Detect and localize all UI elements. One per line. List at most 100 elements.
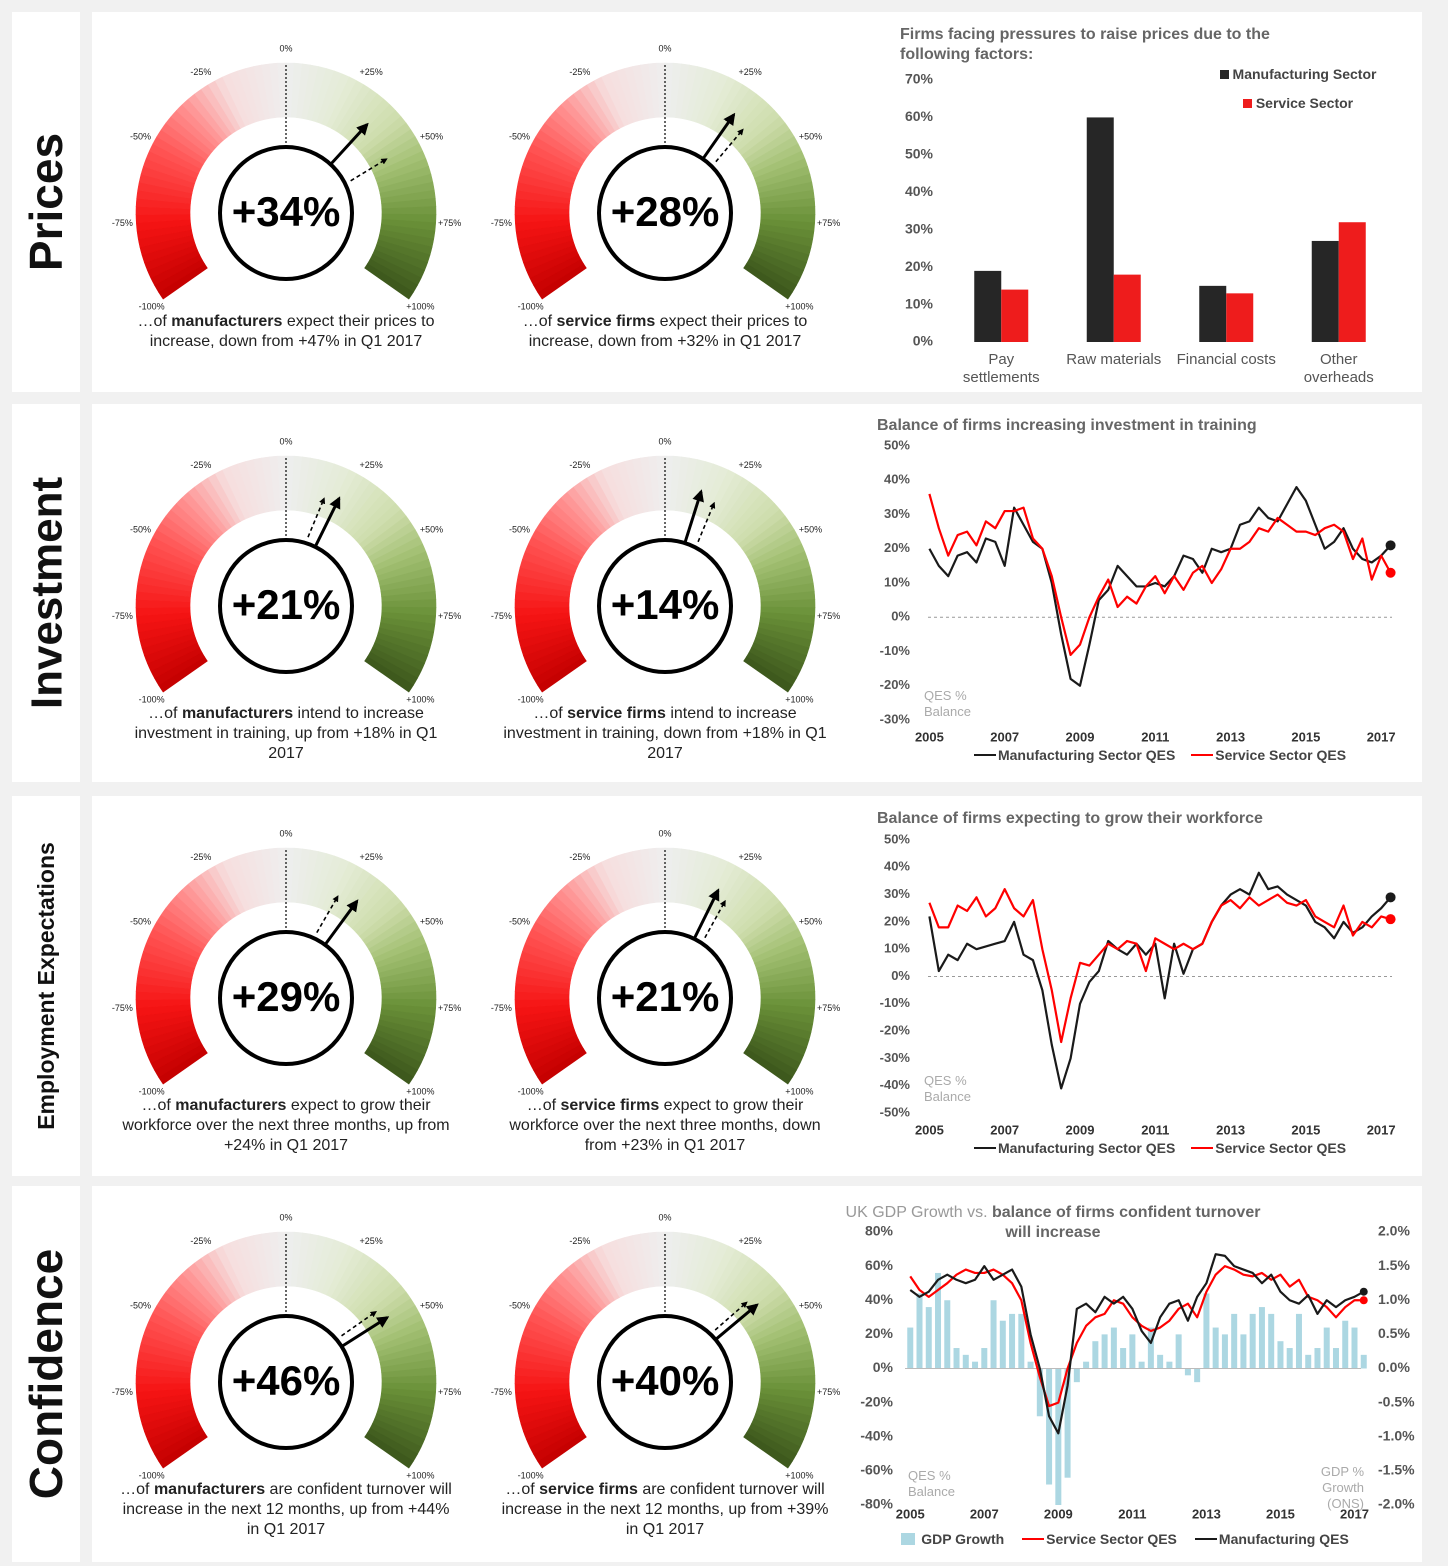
gauge-tick-label: +100% [406, 301, 434, 311]
bar [990, 1300, 997, 1369]
row-label: Investment [23, 477, 72, 710]
gauge-tick-label: -25% [190, 67, 211, 77]
x-tick-label: 2017 [1367, 1122, 1396, 1137]
gauge-caption: …of service firms are confident turnover… [495, 1480, 835, 1540]
y-tick-label: 40% [905, 183, 934, 199]
caption-subject: manufacturers [175, 1097, 287, 1114]
y-tick-label: -20% [880, 1023, 911, 1038]
value-arrow [340, 1316, 390, 1348]
value-arrow [701, 112, 736, 160]
gauge-tick-label: -50% [509, 917, 530, 927]
x-tick-label: 2013 [1216, 1122, 1245, 1137]
bar [1194, 1368, 1201, 1383]
gauge-tick-label: +25% [738, 852, 761, 862]
x-tick-label: Other overheads [1303, 351, 1374, 386]
gauge-band [364, 263, 414, 300]
y-tick-label: 40% [884, 859, 910, 874]
gauge-tick-label: -75% [491, 1003, 512, 1013]
previous-arrow [704, 899, 726, 939]
legend-label: Service Sector QES [1215, 747, 1347, 763]
end-point [1385, 892, 1396, 903]
bar [1009, 1313, 1016, 1369]
gauge-tick-label: +50% [420, 917, 443, 927]
x-tick-label: 2009 [1044, 1506, 1073, 1521]
bar [925, 1307, 932, 1369]
legend-item: Manufacturing Sector QES [973, 1140, 1175, 1156]
bar [972, 1361, 979, 1369]
gauge-tick-label: -50% [130, 917, 151, 927]
gauge-tick-label: +25% [738, 460, 761, 470]
annotation: QES % Balance [924, 688, 971, 719]
bar [1199, 285, 1227, 342]
label-panel [12, 404, 80, 782]
legend-label: Service Sector [1255, 95, 1354, 111]
label-panel [12, 12, 80, 392]
gauge-tick-label: +75% [438, 1387, 461, 1397]
gauge-value: +34% [232, 188, 341, 235]
caption-lead: …of [526, 1097, 557, 1114]
gauge-caption: …of manufacturers expect their prices to… [116, 312, 456, 352]
chart-title: UK GDP Growth vs. balance of firms confi… [843, 1203, 1263, 1243]
x-tick-label: 2015 [1266, 1506, 1295, 1521]
bar [1221, 1334, 1228, 1369]
legend-label: Manufacturing Sector [1232, 66, 1377, 82]
legend-swatch [901, 1533, 916, 1545]
bar [1055, 1368, 1062, 1505]
gauge-dial [597, 930, 733, 1066]
gauge-tick-label: +50% [799, 525, 822, 535]
bar [1120, 1348, 1127, 1369]
x-tick-label: 2005 [915, 1122, 944, 1137]
gauge-tick-label: 0% [658, 436, 671, 446]
x-tick-label: Raw materials [1066, 351, 1162, 368]
previous-arrow [316, 895, 339, 934]
bar [1295, 1313, 1302, 1369]
previous-arrow [697, 501, 716, 543]
x-tick-label: Pay settlements [962, 351, 1040, 386]
caption-text: are confident turnover will increase in … [122, 1481, 452, 1538]
legend-swatch [1191, 754, 1214, 756]
bar [1129, 1334, 1136, 1369]
end-point [1385, 567, 1396, 578]
x-tick-label: 2007 [970, 1506, 999, 1521]
legend-label: Service Sector QES [1046, 1531, 1177, 1547]
y-tick-label: -20% [860, 1393, 893, 1409]
row-label: Employment Expectations [33, 842, 59, 1130]
gauge-tick-label: -50% [509, 525, 530, 535]
gauge-tick-label: 0% [658, 828, 671, 838]
bar [1001, 289, 1029, 342]
bar [1018, 1313, 1025, 1369]
legend-swatch [973, 754, 996, 756]
gauge-tick-label: +25% [359, 852, 382, 862]
gauge-tick-label: -100% [518, 1470, 544, 1480]
legend-label: Service Sector QES [1215, 1140, 1347, 1156]
bar [1268, 1313, 1275, 1369]
gauge-band [364, 656, 414, 693]
x-tick-label: 2009 [1066, 1122, 1095, 1137]
gauge-tick-label: -50% [130, 525, 151, 535]
bar [1064, 1368, 1071, 1478]
gauge-tick-label: -100% [139, 1086, 165, 1096]
y-tick-label: 60% [865, 1257, 894, 1273]
end-point [1359, 1287, 1368, 1296]
y-tick-label: 80% [865, 1223, 894, 1239]
legend-swatch [1191, 1147, 1214, 1149]
gauge-band [743, 263, 793, 300]
y-tick-label: -30% [880, 1050, 911, 1065]
x-tick-label: 2017 [1367, 729, 1396, 744]
bar [1311, 240, 1339, 342]
x-tick-label: 2011 [1141, 729, 1169, 744]
caption-text: expect to grow their workforce over the … [509, 1097, 821, 1154]
annotation: GDP % Growth (ONS) [1320, 1464, 1364, 1511]
x-tick-label: 2015 [1291, 1122, 1320, 1137]
gauge-tick-label: +75% [817, 611, 840, 621]
chart-title-lead: UK GDP Growth vs. [845, 1204, 988, 1221]
y-tick-label: -1.0% [1378, 1427, 1415, 1443]
gauge-caption: …of manufacturers expect to grow their w… [116, 1096, 456, 1156]
caption-lead: …of [522, 313, 553, 330]
caption-text: expect to grow their workforce over the … [122, 1097, 450, 1154]
y-tick-label: 60% [905, 108, 934, 124]
y-tick-label: 1.0% [1378, 1291, 1410, 1307]
bar [1147, 1327, 1154, 1369]
x-tick-label: 2009 [1066, 729, 1095, 744]
